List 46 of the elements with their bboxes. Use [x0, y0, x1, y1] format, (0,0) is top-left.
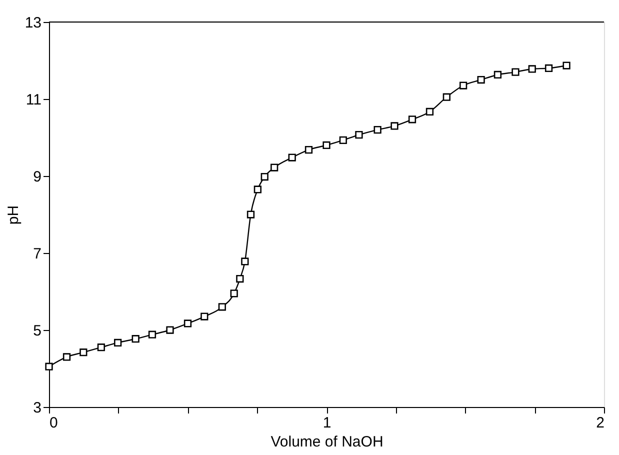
point	[166, 326, 174, 334]
point	[270, 164, 278, 172]
y-tick-label: 7	[33, 246, 42, 262]
point	[114, 338, 122, 347]
point	[97, 344, 105, 352]
point	[304, 146, 313, 154]
y-tick-label: 9	[33, 168, 42, 186]
point	[246, 210, 255, 218]
y-tick-label: 11	[26, 92, 42, 108]
point	[512, 68, 520, 76]
point	[230, 290, 238, 298]
x-tick-label: 1	[322, 414, 332, 432]
point	[355, 130, 363, 139]
y-tick-label: 5	[33, 322, 42, 340]
point	[459, 82, 468, 90]
y-tick-label: 13	[24, 14, 42, 32]
x-tick-label: 0	[50, 414, 58, 432]
point	[236, 274, 244, 283]
point	[562, 62, 570, 70]
point	[408, 116, 416, 124]
x-axis-title: Volume of NaOH	[270, 434, 384, 450]
point	[494, 70, 502, 79]
point	[322, 141, 330, 150]
point	[45, 362, 53, 370]
point	[374, 126, 382, 134]
point	[254, 186, 262, 194]
x-tick-label: 2	[596, 414, 604, 432]
point	[477, 76, 485, 84]
point	[544, 64, 553, 72]
point	[132, 335, 140, 343]
point	[200, 312, 208, 320]
point	[260, 172, 268, 181]
point	[390, 122, 398, 130]
point	[148, 330, 156, 338]
point	[241, 258, 249, 266]
point	[80, 348, 88, 356]
point	[62, 353, 71, 361]
point	[442, 93, 450, 101]
point	[184, 320, 192, 328]
point	[218, 303, 226, 311]
point	[426, 108, 434, 116]
y-tick-label: 3	[33, 400, 42, 416]
point	[288, 154, 296, 162]
point	[528, 65, 536, 73]
y-axis-title: pH	[4, 205, 22, 225]
point	[339, 136, 347, 144]
